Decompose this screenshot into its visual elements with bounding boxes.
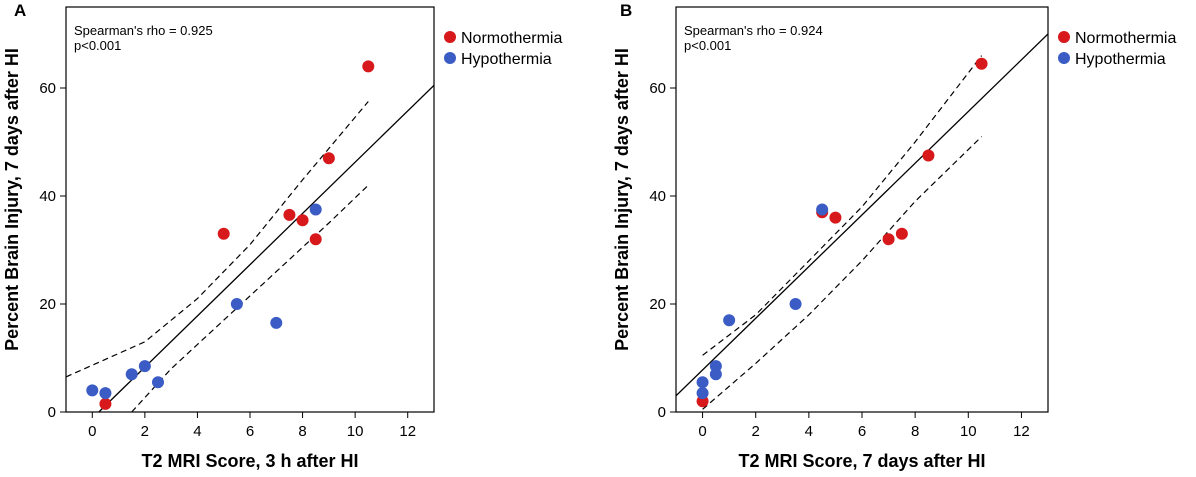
panel-b-ylabel: Percent Brain Injury, 7 days after HI xyxy=(612,48,632,351)
panel-a-legend-label-0: Normothermia xyxy=(461,30,562,47)
panel-a-ci-lower xyxy=(131,184,369,412)
panel-b-lines xyxy=(676,33,1048,410)
panel-b-ytick-label-0: 0 xyxy=(658,404,666,421)
panel-a-ytick-label-0: 0 xyxy=(48,404,56,421)
panel-b-normothermia-point-6 xyxy=(975,57,988,70)
panel-a-ytick-label-2: 40 xyxy=(39,188,56,205)
panel-b-frame xyxy=(675,6,1049,413)
panel-b-legend-marker-1 xyxy=(1058,52,1070,64)
panel-a-hypothermia-point-6 xyxy=(270,316,283,329)
panel-a-label: A xyxy=(14,1,26,20)
panel-a-normothermia-point-6 xyxy=(362,60,375,73)
panel-a-hypothermia-point-1 xyxy=(99,387,112,400)
panel-b-xtick-label-3: 6 xyxy=(858,423,866,440)
panel-b-hypothermia-point-5 xyxy=(789,298,802,310)
panel-a-regression-line xyxy=(98,84,434,412)
panel-b-normothermia-point-2 xyxy=(829,211,842,224)
panel-b-normothermia-point-4 xyxy=(895,227,908,240)
panel-a-lines xyxy=(66,84,434,412)
panel-a-normothermia-point-3 xyxy=(296,214,309,227)
panel-a-ytick-label-3: 60 xyxy=(39,80,56,97)
panel-a-xtick-label-6: 12 xyxy=(399,423,416,440)
panel-b-regression-line xyxy=(676,33,1048,397)
panel-b-normothermia-point-3 xyxy=(882,233,895,246)
panel-b-ci-lower xyxy=(702,136,983,410)
panel-a-hypothermia-point-2 xyxy=(125,368,138,381)
panel-a-hypothermia-point-5 xyxy=(230,298,243,310)
panel-a-xtick-label-0: 0 xyxy=(88,423,96,440)
panel-a-frame xyxy=(65,6,435,413)
panel-a-hypothermia-point-4 xyxy=(152,376,164,389)
panel-b-xtick-label-6: 12 xyxy=(1013,423,1030,440)
panel-b-xlabel: T2 MRI Score, 7 days after HI xyxy=(738,451,985,471)
panel-b-hypothermia-point-4 xyxy=(723,314,736,327)
panel-b-xtick-label-1: 2 xyxy=(752,423,760,440)
panel-a-xtick-label-5: 10 xyxy=(347,423,364,440)
panel-b: B 0 2 4 6 8 10 12 0 20 40 60 T2 MRI Score, 7 days af… xyxy=(612,1,1176,471)
panel-b-hypothermia-point-6 xyxy=(816,203,829,216)
panel-a-hypothermia-point-7 xyxy=(309,203,322,216)
panel-b-ytick-label-1: 20 xyxy=(649,296,666,313)
panel-a-annotation-0: Spearman's rho = 0.925 xyxy=(74,23,213,38)
panel-a-xtick-label-3: 6 xyxy=(246,423,254,440)
panel-a-legend-marker-1 xyxy=(444,52,456,64)
panel-a-xtick-label-4: 8 xyxy=(298,423,306,440)
panel-a-xtick-label-1: 2 xyxy=(141,423,149,440)
panel-b-legend-label-1: Hypothermia xyxy=(1075,51,1166,68)
panel-b-normothermia-point-5 xyxy=(922,149,935,162)
panel-a-legend-marker-0 xyxy=(444,31,456,43)
panel-b-ytick-label-3: 60 xyxy=(649,80,666,97)
panel-b-xtick-label-0: 0 xyxy=(698,423,706,440)
panel-b-annotation-0: Spearman's rho = 0.924 xyxy=(684,23,823,38)
panel-a-xtick-label-2: 4 xyxy=(193,423,201,440)
panel-b-ci-upper xyxy=(702,55,983,356)
panel-b-xtick-label-4: 8 xyxy=(911,423,919,440)
panel-b-xtick-label-5: 10 xyxy=(960,423,977,440)
panel-b-hypothermia-point-1 xyxy=(696,376,709,389)
panel-b-label: B xyxy=(620,1,632,20)
panel-b-legend-marker-0 xyxy=(1058,31,1070,43)
panel-b-ytick-label-2: 40 xyxy=(649,188,666,205)
panel-a-ci-upper xyxy=(66,101,369,378)
panel-b-annotation-1: p<0.001 xyxy=(684,38,731,53)
panel-b-hypothermia-point-0 xyxy=(696,387,709,400)
panel-a-annotation-1: p<0.001 xyxy=(74,38,121,53)
panel-a-normothermia-point-1 xyxy=(217,227,230,240)
panel-a-normothermia-point-5 xyxy=(322,152,335,165)
panel-b-legend-label-0: Normothermia xyxy=(1075,30,1176,47)
panel-a-xlabel: T2 MRI Score, 3 h after HI xyxy=(141,451,358,471)
panel-a-ylabel: Percent Brain Injury, 7 days after HI xyxy=(2,48,22,351)
panel-a-normothermia-point-4 xyxy=(309,233,322,246)
panel-b-xtick-label-2: 4 xyxy=(805,423,813,440)
panel-a: A 0 2 4 6 8 10 12 0 20 40 60 T2 MRI Score, 3 h after… xyxy=(2,1,562,471)
panel-a-ytick-label-1: 20 xyxy=(39,296,56,313)
panel-b-hypothermia-point-3 xyxy=(709,360,722,373)
panel-a-normothermia-point-0 xyxy=(99,397,112,410)
panel-a-hypothermia-point-0 xyxy=(86,384,99,397)
panel-a-hypothermia-point-3 xyxy=(138,360,151,373)
panel-a-normothermia-point-2 xyxy=(283,208,296,221)
panel-a-legend-label-1: Hypothermia xyxy=(461,51,552,68)
